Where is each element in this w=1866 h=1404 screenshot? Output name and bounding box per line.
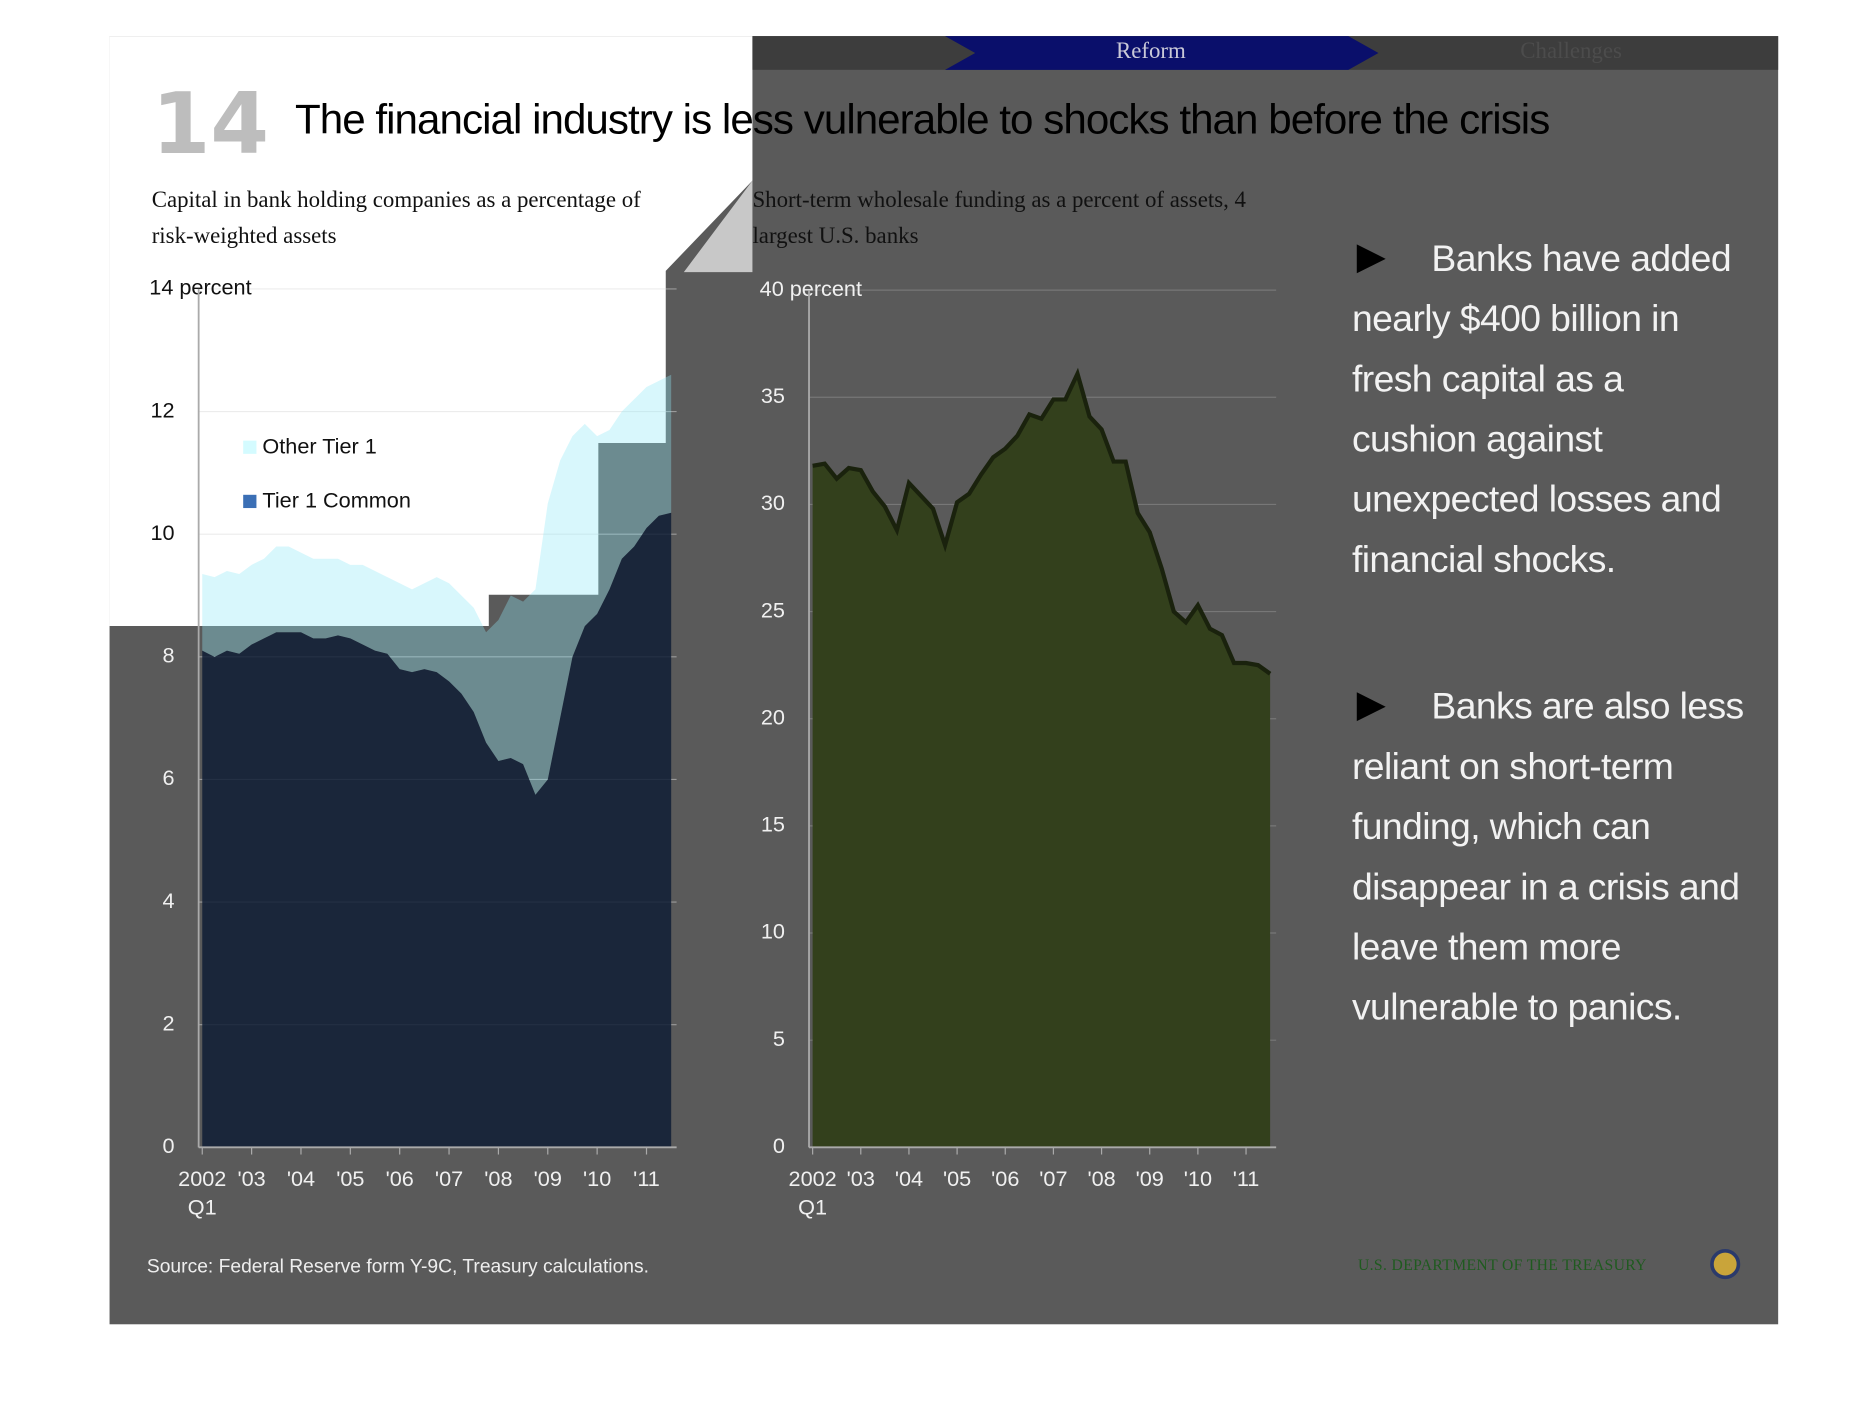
x-tick-label: '06 — [991, 1166, 1020, 1191]
white-overlay — [109, 36, 753, 627]
y-tick-label: 15 — [761, 812, 785, 837]
charts: 0 2 4 6 8 10 12 14 percent Other Tier 1 Tier 1 Co… — [149, 275, 1277, 1158]
y-tick-label: 0 — [773, 1133, 785, 1158]
x-tick-label: '07 — [1039, 1166, 1068, 1191]
chart-title: Short-term wholesale funding as a percen… — [752, 187, 1246, 250]
x-tick-label: '04 — [286, 1166, 316, 1191]
bullet-icon — [1356, 692, 1386, 722]
x-tick-label: 2002 Q1 — [788, 1166, 837, 1220]
x-tick-label: '11 — [1232, 1166, 1260, 1191]
y-tick-label: 35 — [761, 383, 785, 408]
x-tick-label: '10 — [583, 1166, 612, 1191]
slide-number: 14 — [151, 74, 269, 174]
x-tick-label: 2002 Q1 — [178, 1166, 227, 1220]
x-tick-label: '03 — [237, 1166, 266, 1191]
y-tick-label: 14 percent — [149, 275, 251, 300]
footer: U.S. DEPARTMENT OF THE TREASURY — [1357, 1255, 1647, 1274]
x-tick-label: '05 — [942, 1166, 972, 1191]
x-tick-label: '10 — [1183, 1166, 1213, 1191]
y-tick-label: 0 — [163, 1133, 175, 1158]
x-tick-label: '09 — [1135, 1166, 1164, 1191]
nav-tab[interactable]: Challenges — [1520, 38, 1622, 63]
nav-active-tab — [945, 36, 1379, 70]
x-tick-label: '04 — [894, 1166, 924, 1191]
x-tick-label: '07 — [434, 1166, 464, 1191]
y-tick-label: 5 — [773, 1026, 785, 1051]
legend-swatch — [243, 494, 257, 509]
y-tick-label: 2 — [163, 1010, 175, 1035]
line — [812, 367, 1272, 676]
chart-title: Capital in bank holding companies as a p… — [151, 187, 641, 250]
y-tick-label: 10 — [150, 520, 174, 545]
area — [202, 374, 672, 795]
y-tick-label: 8 — [163, 643, 175, 668]
legend-swatch — [243, 440, 257, 454]
legend-label: Tier 1 Common — [262, 488, 410, 513]
x-tick-label: '11 — [633, 1166, 660, 1191]
bullet-icon — [1356, 244, 1386, 274]
treasury-seal — [1710, 1249, 1741, 1280]
y-tick-label: 25 — [761, 597, 785, 622]
nav-tab[interactable]: Reform — [1116, 38, 1186, 63]
slide-title: The financial industry is less vulnerabl… — [294, 96, 1550, 144]
y-tick-label: 12 — [150, 397, 174, 422]
x-tick-label: '05 — [336, 1166, 365, 1191]
y-tick-label: 6 — [163, 765, 175, 790]
y-tick-label: 4 — [163, 888, 175, 913]
y-tick-label: 10 — [761, 919, 785, 944]
bullet-text: Banks are also less reliant on short-ter… — [1351, 685, 1744, 1029]
x-tick-label: '06 — [385, 1166, 414, 1191]
area — [202, 512, 672, 1148]
bullet-text: Banks have added nearly $400 billion in … — [1351, 237, 1732, 581]
legend-label: Other Tier 1 — [262, 434, 376, 459]
area — [812, 373, 1271, 1148]
x-tick-label: '08 — [1087, 1166, 1116, 1191]
y-tick-label: 20 — [761, 704, 785, 729]
source-note: Source: Federal Reserve form Y-9C, Treas… — [146, 1256, 649, 1278]
x-tick-label: '03 — [846, 1166, 875, 1191]
y-tick-label: 30 — [761, 490, 785, 515]
x-tick-label: '08 — [484, 1166, 513, 1191]
y-tick-label: 40 percent — [760, 276, 862, 301]
x-tick-label: '09 — [533, 1166, 562, 1191]
